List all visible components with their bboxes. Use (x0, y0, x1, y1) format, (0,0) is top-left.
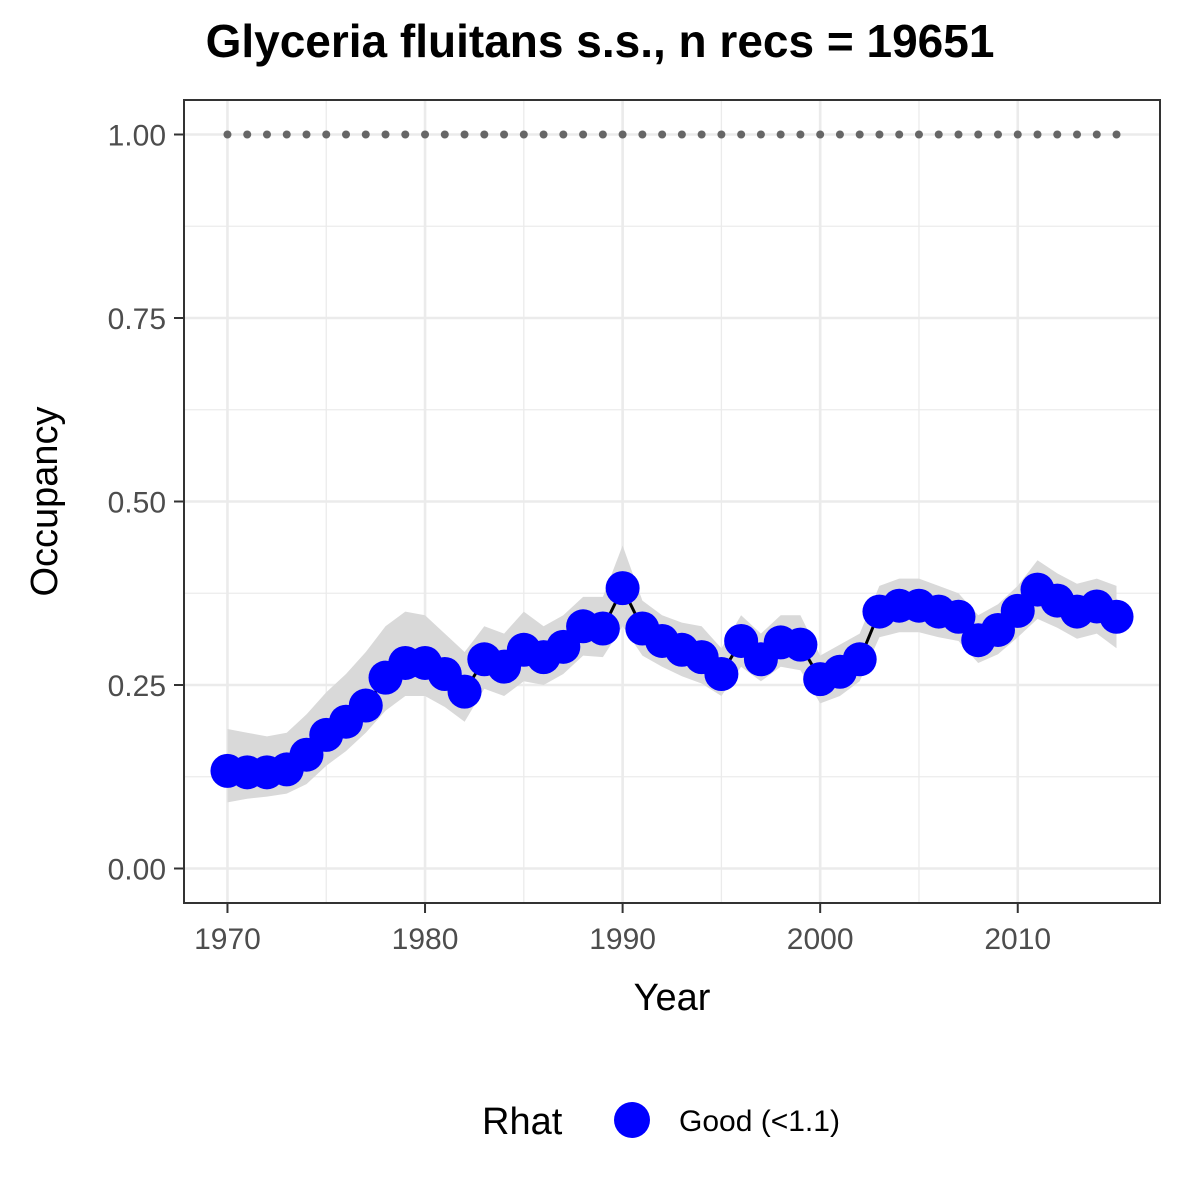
reference-dot (480, 130, 489, 139)
y-axis-title: Occupancy (24, 406, 66, 596)
reference-dot (875, 130, 884, 139)
reference-dot (322, 130, 331, 139)
reference-dot (934, 130, 943, 139)
reference-dot (954, 130, 963, 139)
reference-dot (223, 130, 232, 139)
reference-dot (460, 130, 469, 139)
reference-dot (361, 130, 370, 139)
reference-dot (618, 130, 627, 139)
confidence-ribbon (227, 545, 1117, 803)
reference-dot (796, 130, 805, 139)
reference-dot (914, 130, 923, 139)
legend: Rhat Good (<1.1) (482, 1101, 840, 1143)
y-tick-label: 0.50 (108, 487, 166, 520)
reference-dot (816, 130, 825, 139)
data-point (605, 571, 640, 606)
reference-dot (717, 130, 726, 139)
reference-dot (1112, 130, 1121, 139)
y-tick-label: 1.00 (108, 119, 166, 152)
reference-dot (579, 130, 588, 139)
y-tick-label: 0.25 (108, 670, 166, 703)
reference-dot (1033, 130, 1042, 139)
grid-layer (184, 100, 1160, 903)
reference-dot (519, 130, 528, 139)
reference-dot (559, 130, 568, 139)
data-point (447, 674, 482, 709)
data-point (941, 599, 976, 634)
data-point (842, 642, 877, 677)
reference-dot (974, 130, 983, 139)
reference-dot (1092, 130, 1101, 139)
x-tick-label: 1970 (194, 923, 261, 956)
reference-line-layer (223, 130, 1121, 139)
reference-dot (697, 130, 706, 139)
reference-dot (855, 130, 864, 139)
reference-dot (776, 130, 785, 139)
data-point (783, 627, 818, 662)
x-tick-label: 2000 (787, 923, 854, 956)
reference-dot (1073, 130, 1082, 139)
reference-dot (302, 130, 311, 139)
reference-dot (500, 130, 509, 139)
reference-dot (282, 130, 291, 139)
reference-dot (381, 130, 390, 139)
reference-dot (993, 130, 1002, 139)
reference-dot (638, 130, 647, 139)
x-tick-label: 2010 (984, 923, 1051, 956)
reference-dot (1013, 130, 1022, 139)
reference-dot (598, 130, 607, 139)
reference-dot (835, 130, 844, 139)
legend-title: Rhat (482, 1101, 563, 1143)
reference-dot (342, 130, 351, 139)
reference-dot (262, 130, 271, 139)
reference-dot (421, 130, 430, 139)
points-layer (210, 571, 1134, 790)
x-tick-label: 1980 (392, 923, 459, 956)
data-point (348, 688, 383, 723)
legend-label-good: Good (<1.1) (679, 1105, 840, 1138)
axis-layer: 1970 1980 1990 2000 2010 0.00 0.25 0.50 0.75 1.00 (108, 119, 1052, 956)
y-tick-label: 0.75 (108, 303, 166, 336)
x-axis-title: Year (634, 977, 711, 1019)
reference-dot (658, 130, 667, 139)
data-point (585, 611, 620, 646)
x-tick-label: 1990 (589, 923, 656, 956)
ribbon-layer (227, 545, 1117, 803)
reference-dot (737, 130, 746, 139)
reference-dot (440, 130, 449, 139)
data-point (704, 656, 739, 691)
reference-dot (401, 130, 410, 139)
reference-dot (756, 130, 765, 139)
legend-key-good (614, 1102, 650, 1138)
reference-dot (1053, 130, 1062, 139)
reference-dot (895, 130, 904, 139)
reference-dot (243, 130, 252, 139)
y-tick-label: 0.00 (108, 854, 166, 887)
data-point (1099, 599, 1134, 634)
reference-dot (677, 130, 686, 139)
data-point (1000, 593, 1035, 628)
chart-title: Glyceria fluitans s.s., n recs = 19651 (205, 15, 995, 67)
reference-dot (539, 130, 548, 139)
